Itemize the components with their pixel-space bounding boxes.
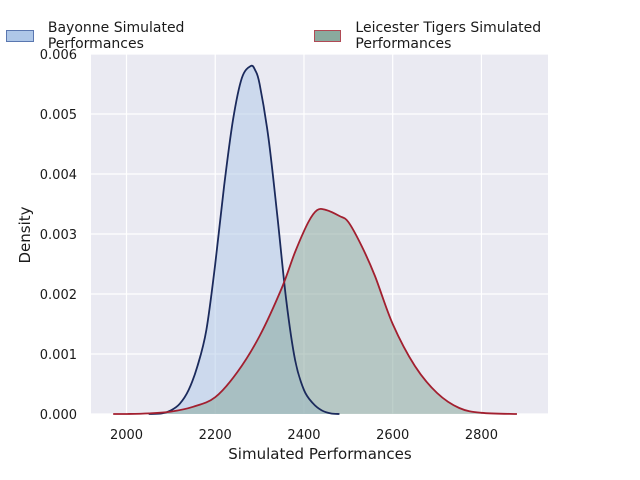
legend-label-leicester: Leicester Tigers Simulated Performances — [355, 20, 542, 52]
y-tick-label: 0.005 — [40, 108, 77, 123]
legend-item-leicester: Leicester Tigers Simulated Performances — [313, 20, 640, 52]
y-tick-label: 0.006 — [40, 48, 77, 63]
y-tick-labels: 0.000 0.001 0.002 0.003 0.004 0.005 0.006 — [40, 48, 77, 423]
legend-swatch-bayonne — [6, 30, 34, 42]
y-tick-label: 0.002 — [40, 288, 77, 303]
y-tick-label: 0.003 — [40, 228, 77, 243]
legend: Bayonne Simulated Performances Leicester… — [6, 20, 640, 52]
legend-label-bayonne: Bayonne Simulated Performances — [47, 20, 185, 52]
bayonne-density-line — [148, 64, 340, 415]
leicester-density-line — [113, 207, 517, 415]
density-areas — [113, 65, 517, 414]
y-tick-label: 0.000 — [40, 408, 77, 423]
legend-swatch-leicester — [313, 30, 342, 42]
x-tick-label: 2200 — [199, 428, 232, 443]
x-tick-label: 2600 — [376, 428, 409, 443]
legend-item-bayonne: Bayonne Simulated Performances — [6, 20, 284, 52]
x-tick-labels: 2000 2200 2400 2600 2800 — [110, 428, 498, 443]
x-tick-label: 2800 — [465, 428, 498, 443]
x-axis-label: Simulated Performances — [228, 445, 412, 463]
density-lines — [113, 64, 517, 415]
x-tick-label: 2000 — [110, 428, 143, 443]
bayonne-density-area — [148, 65, 340, 414]
y-axis-label: Density — [16, 206, 34, 263]
x-tick-label: 2400 — [287, 428, 320, 443]
y-tick-label: 0.001 — [40, 348, 77, 363]
leicester-density-area — [113, 208, 517, 414]
y-tick-label: 0.004 — [40, 168, 77, 183]
